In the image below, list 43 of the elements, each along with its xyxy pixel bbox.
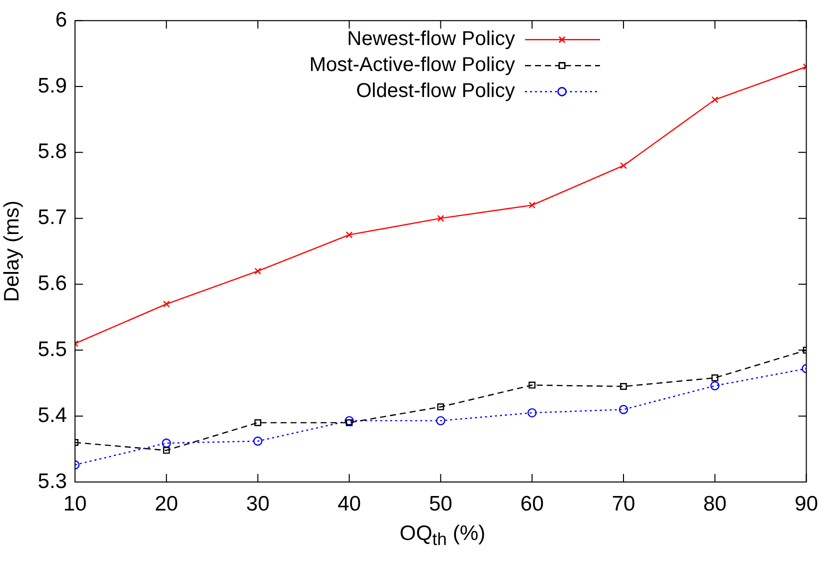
point <box>618 404 628 414</box>
y-tick-label: 5.6 <box>38 272 67 296</box>
point <box>344 416 354 426</box>
legend-label: Most-Active-flow Policy <box>309 54 515 76</box>
y-tick-label: 6 <box>55 8 67 32</box>
y-tick-label: 5.3 <box>38 470 67 493</box>
point <box>253 436 262 446</box>
point <box>346 419 353 426</box>
x-tick-label: 30 <box>246 492 270 516</box>
x-tick-label: 90 <box>794 492 818 516</box>
y-tick-label: 5.8 <box>38 140 67 164</box>
x-tick-label: 70 <box>612 492 636 516</box>
point <box>436 416 446 426</box>
point <box>528 382 536 389</box>
point <box>620 382 627 390</box>
y-tick-label: 5.7 <box>38 206 67 230</box>
point <box>437 403 444 410</box>
point <box>437 214 444 222</box>
point <box>620 162 627 170</box>
y-axis-title: Delay (ms) <box>0 200 24 302</box>
x-tick-label: 50 <box>428 492 452 516</box>
point <box>162 438 172 448</box>
point <box>254 419 262 426</box>
point <box>162 446 170 454</box>
y-tick-label: 5.5 <box>38 338 67 361</box>
point <box>527 408 537 418</box>
point <box>711 96 718 104</box>
point <box>528 202 536 209</box>
x-tick-label: 80 <box>703 492 727 516</box>
legend-label: Oldest-flow Policy <box>356 80 515 102</box>
point <box>162 300 170 308</box>
legend-label: Newest-flow Policy <box>347 28 515 50</box>
y-tick-label: 5.4 <box>38 404 68 427</box>
x-tick-label: 20 <box>154 492 178 516</box>
point <box>346 231 353 238</box>
point <box>254 268 262 274</box>
x-tick-label: 60 <box>520 492 544 516</box>
x-tick-label: 40 <box>338 492 361 516</box>
x-axis-title: OQ$_{th}$ (%) <box>398 522 486 550</box>
point <box>711 374 718 382</box>
point <box>710 381 720 390</box>
y-tick-label: 5.9 <box>38 74 67 98</box>
x-tick-label: 10 <box>63 492 87 516</box>
